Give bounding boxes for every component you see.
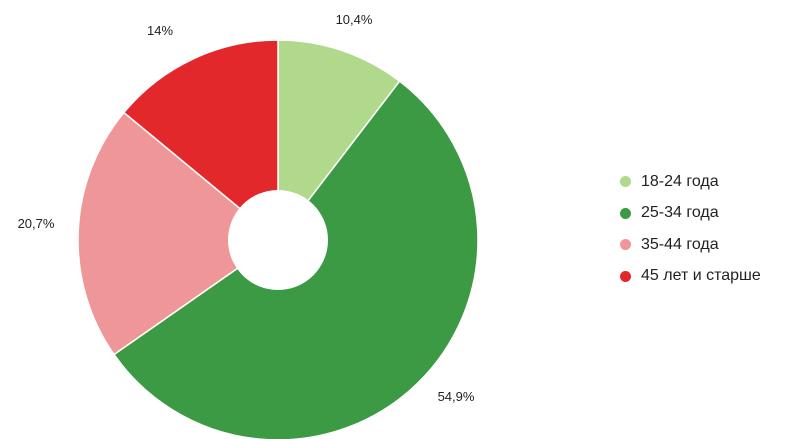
slice-label-45-plus: 14% <box>147 23 173 38</box>
slice-45-plus <box>122 39 279 242</box>
legend-label-18-24: 18-24 года <box>641 172 719 190</box>
donut-hole <box>228 190 328 290</box>
legend-swatch-25-34 <box>620 207 631 219</box>
slice-label-35-44: 20,7% <box>18 216 55 231</box>
legend-item-25-34: 25-34 года <box>620 202 798 225</box>
legend-label-25-34: 25-34 года <box>641 204 719 221</box>
legend-label-35-44: 35-44 года <box>641 235 719 253</box>
slice-label-18-24: 10,4% <box>336 12 373 27</box>
legend-label-45-plus: 45 лет и старше <box>641 267 761 284</box>
legend-item-18-24: 18-24 года <box>620 170 798 193</box>
legend-swatch-18-24 <box>620 176 631 187</box>
slice-35-44 <box>77 111 280 356</box>
legend-item-35-44: 35-44 года <box>620 233 798 256</box>
legend-swatch-35-44 <box>620 239 631 250</box>
chart-legend: 18-24 года 25-34 года 35-44 года 45 лет … <box>620 170 798 296</box>
slice-label-25-34: 54,9% <box>438 389 475 404</box>
slice-18-24 <box>277 39 401 243</box>
legend-swatch-45-plus <box>620 270 631 282</box>
legend-item-45-plus: 45 лет и старше <box>620 265 798 288</box>
